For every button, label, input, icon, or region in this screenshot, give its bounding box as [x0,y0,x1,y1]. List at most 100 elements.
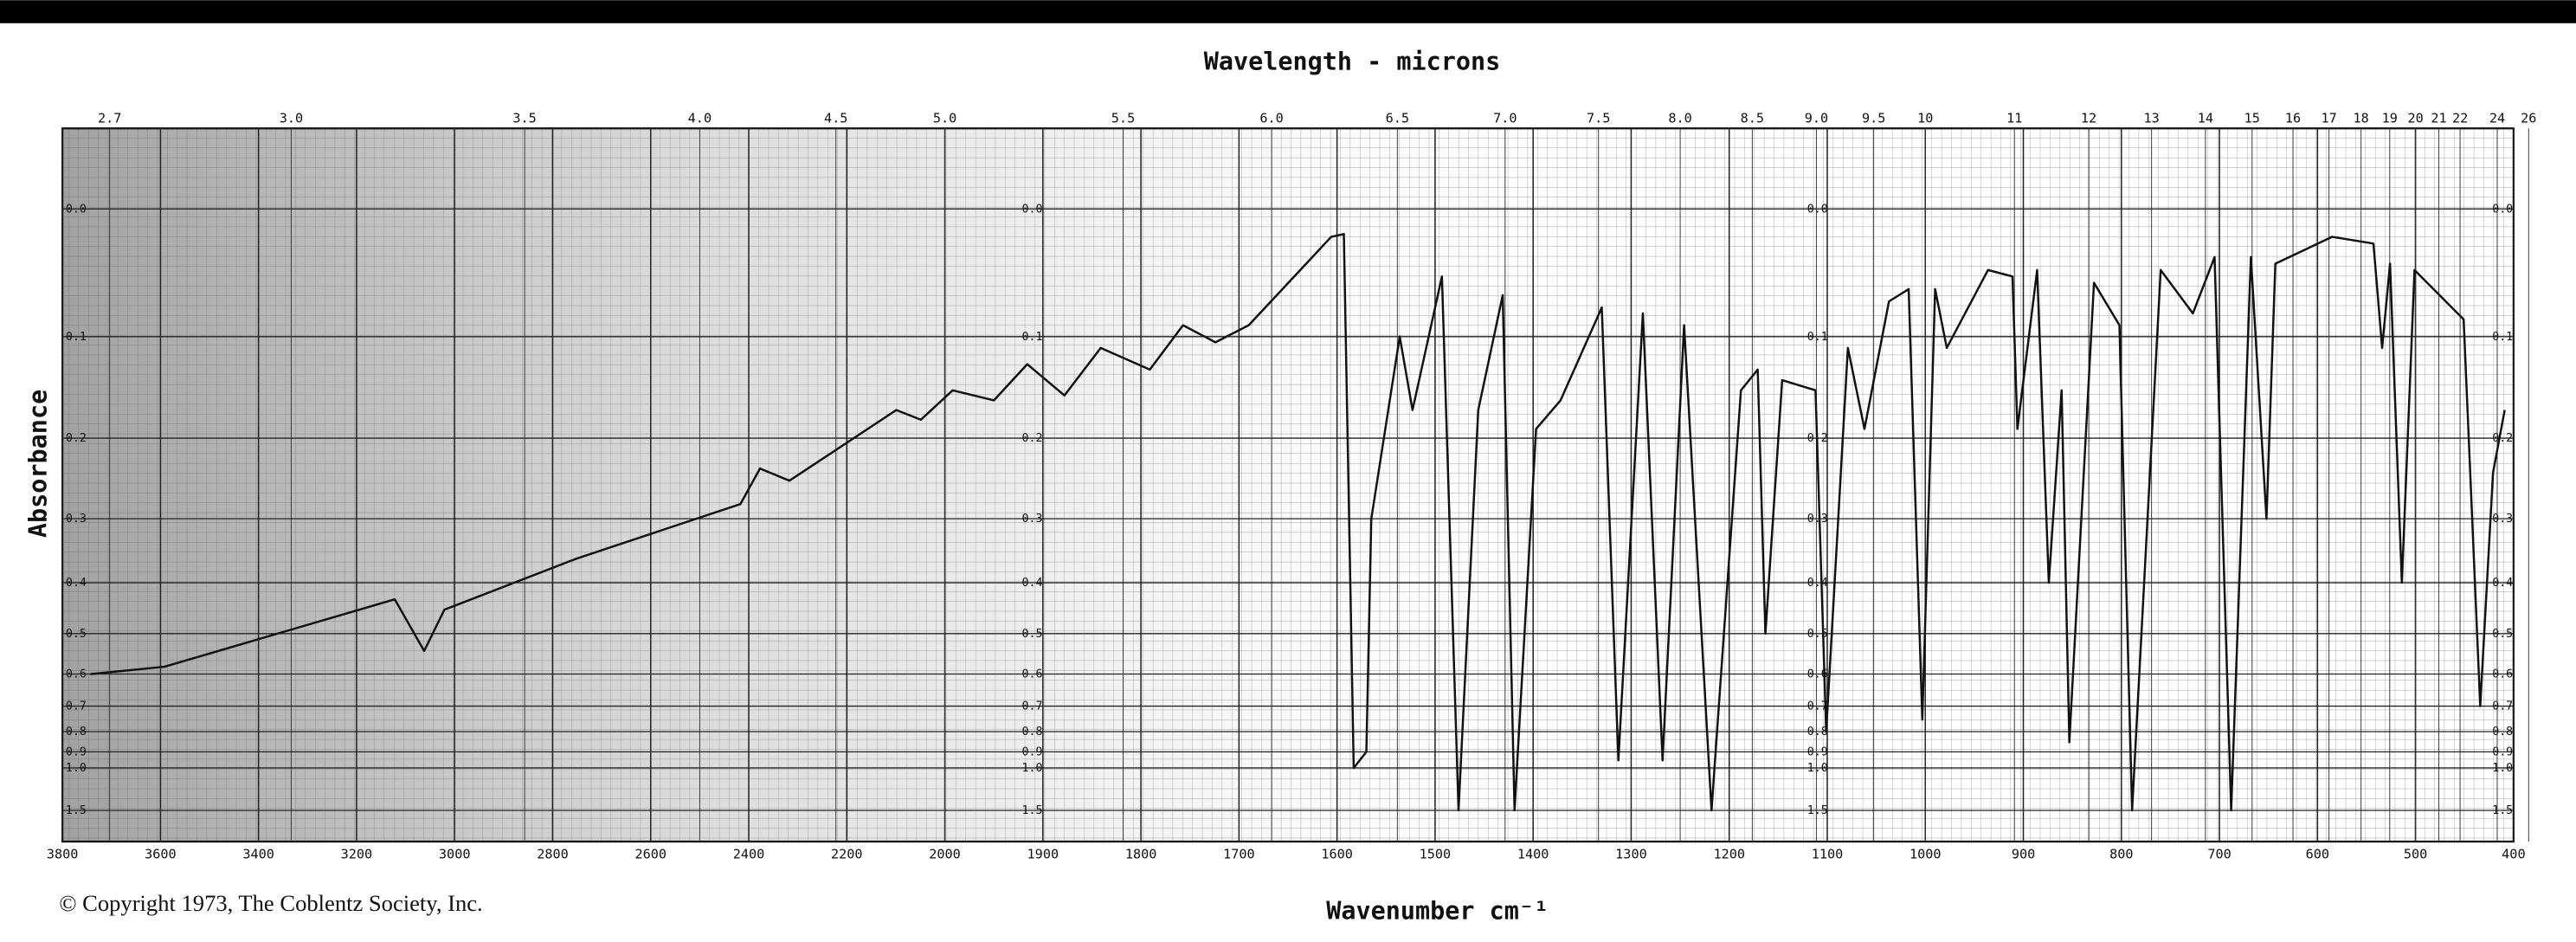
y-tick-label: 0.5 [2492,628,2513,641]
x-tick-label: 3400 [242,847,274,862]
x2-tick-label: 15 [2244,110,2260,126]
y-tick-label: 0.9 [66,745,87,758]
spectrum-line [90,233,2506,812]
x2-tick-label: 18 [2354,110,2369,126]
y-tick-label: 0.4 [1807,577,1828,590]
x-tick-label: 1300 [1615,847,1647,862]
x-tick-label: 900 [2012,847,2035,862]
y-tick-label: 0.7 [1807,700,1828,713]
y-tick-label: 0.4 [66,577,87,590]
y-tick-label: 1.0 [66,762,87,775]
x2-tick-label: 16 [2285,110,2301,126]
x2-tick-label: 7.0 [1493,110,1517,126]
x2-tick-label: 3.0 [280,110,303,126]
x2-tick-label: 11 [2006,110,2022,126]
x2-tick-label: 4.0 [688,110,712,126]
x-tick-label: 3600 [145,847,177,862]
y-tick-label: 0.5 [1807,628,1828,641]
x2-tick-label: 26 [2521,110,2536,126]
y-tick-label: 0.1 [1022,331,1043,344]
y-tick-label: 0.3 [1807,513,1828,526]
x2-tick-label: 24 [2489,110,2505,126]
y-tick-label: 1.5 [2492,804,2513,817]
scan-border [0,0,2576,23]
y-tick-label: 1.0 [2492,762,2513,775]
y-tick-label: 0.8 [1807,726,1828,739]
y-tick-label: 0.9 [1022,745,1043,758]
x2-tick-label: 12 [2081,110,2096,126]
y-tick-label: 0.2 [66,432,87,445]
x-tick-label: 1800 [1125,847,1157,862]
x2-tick-label: 8.5 [1741,110,1764,126]
x-tick-label: 3200 [341,847,373,862]
y-tick-label: 0.4 [2492,577,2513,590]
x2-tick-label: 3.5 [512,110,536,126]
x2-tick-label: 6.5 [1386,110,1409,126]
y-tick-label: 0.9 [1807,745,1828,758]
y-tick-label: 0.0 [1022,203,1043,216]
y-tick-label: 0.6 [2492,668,2513,681]
x-tick-label: 3800 [47,847,79,862]
x-tick-label: 400 [2502,847,2525,862]
y-tick-label: 1.5 [66,804,87,817]
x2-tick-label: 20 [2407,110,2423,126]
x-tick-label: 2000 [929,847,961,862]
x2-tick-label: 21 [2431,110,2446,126]
x2-tick-label: 6.0 [1259,110,1283,126]
y-tick-label: 0.9 [2492,745,2513,758]
y-tick-label: 0.8 [2492,726,2513,739]
y-tick-label: 0.2 [1022,432,1043,445]
y-tick-label: 0.1 [66,331,87,344]
x-tick-label: 500 [2404,847,2427,862]
x2-tick-label: 9.5 [1862,110,1885,126]
x2-tick-label: 10 [1917,110,1933,126]
x-tick-label: 1200 [1713,847,1745,862]
y-tick-label: 0.1 [2492,331,2513,344]
y-tick-label: 0.3 [2492,513,2513,526]
y-tick-label: 0.4 [1022,577,1043,590]
y-tick-label: 0.3 [1022,513,1043,526]
x-tick-label: 3000 [439,847,471,862]
x-tick-label: 2400 [733,847,765,862]
x2-tick-label: 19 [2382,110,2398,126]
x-tick-label: 1600 [1321,847,1353,862]
x-tick-label: 1100 [1812,847,1844,862]
x-tick-label: 700 [2207,847,2231,862]
top-axis-title: Wavelength - microns [1204,47,1501,75]
y-tick-label: 0.8 [66,726,87,739]
x-tick-label: 2800 [537,847,569,862]
x-tick-label: 1500 [1420,847,1452,862]
y-tick-label: 1.0 [1022,762,1043,775]
y-tick-label: 0.1 [1807,331,1828,344]
x2-tick-label: 14 [2198,110,2213,126]
y-tick-label: 0.0 [1807,203,1828,216]
x2-tick-label: 4.5 [824,110,847,126]
x-tick-label: 1700 [1223,847,1255,862]
x2-tick-label: 2.7 [98,110,121,126]
x-tick-label: 800 [2109,847,2133,862]
scan-shading [62,128,1870,842]
x-tick-label: 600 [2306,847,2329,862]
x2-tick-label: 22 [2452,110,2468,126]
y-tick-label: 0.5 [1022,628,1043,641]
x2-tick-label: 8.0 [1668,110,1691,126]
y-tick-label: 0.7 [66,700,87,713]
y-tick-label: 0.5 [66,628,87,641]
x-tick-label: 1400 [1517,847,1549,862]
x2-tick-label: 5.0 [933,110,956,126]
y-tick-label: 1.5 [1022,804,1043,817]
y-tick-label: 0.6 [1022,668,1043,681]
y-tick-label: 0.8 [1022,726,1043,739]
x2-tick-label: 7.5 [1587,110,1610,126]
y-tick-label: 0.0 [66,203,87,216]
y-axis-label: Absorbance [24,390,53,538]
copyright: © Copyright 1973, The Coblentz Society, … [59,890,482,916]
x2-tick-label: 17 [2322,110,2337,126]
y-tick-label: 0.6 [1807,668,1828,681]
y-tick-label: 0.2 [2492,432,2513,445]
x-tick-label: 2600 [634,847,667,862]
x-tick-label: 1000 [1909,847,1942,862]
x2-tick-label: 5.5 [1111,110,1135,126]
x-tick-label: 2200 [831,847,863,862]
